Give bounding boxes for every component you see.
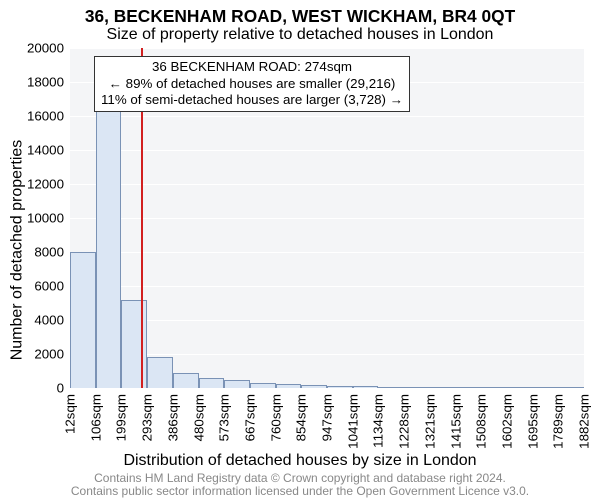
grid-line bbox=[70, 218, 584, 219]
y-tick-label: 8000 bbox=[34, 245, 70, 260]
y-tick-label: 14000 bbox=[27, 143, 70, 158]
histogram-bar bbox=[224, 380, 250, 388]
y-axis-label: Number of detached properties bbox=[8, 0, 26, 500]
annotation-callout: 36 BECKENHAM ROAD: 274sqm← 89% of detach… bbox=[94, 56, 410, 112]
x-tick-label: 1041sqm bbox=[345, 388, 360, 449]
grid-line bbox=[70, 184, 584, 185]
x-tick-label: 293sqm bbox=[140, 388, 155, 441]
x-tick-label: 573sqm bbox=[217, 388, 232, 441]
x-tick-label: 12sqm bbox=[63, 388, 78, 434]
x-tick-label: 1602sqm bbox=[500, 388, 515, 449]
grid-line bbox=[70, 116, 584, 117]
annotation-line: 36 BECKENHAM ROAD: 274sqm bbox=[101, 59, 403, 76]
x-tick-label: 1415sqm bbox=[448, 388, 463, 449]
x-tick-label: 1228sqm bbox=[397, 388, 412, 449]
footnote-2-text: Contains public sector information licen… bbox=[71, 484, 529, 498]
histogram-bar bbox=[96, 99, 122, 388]
y-tick-label: 4000 bbox=[34, 313, 70, 328]
x-tick-label: 1508sqm bbox=[474, 388, 489, 449]
x-tick-label: 480sqm bbox=[191, 388, 206, 441]
histogram-bar bbox=[173, 373, 199, 388]
annotation-line: 11% of semi-detached houses are larger (… bbox=[101, 92, 403, 109]
histogram-bar bbox=[199, 378, 225, 388]
chart-title-text: 36, BECKENHAM ROAD, WEST WICKHAM, BR4 0Q… bbox=[85, 6, 515, 26]
x-tick-label: 760sqm bbox=[268, 388, 283, 441]
y-tick-label: 2000 bbox=[34, 347, 70, 362]
footnote-line-2: Contains public sector information licen… bbox=[0, 484, 600, 498]
x-tick-label: 1134sqm bbox=[371, 388, 386, 448]
footnote-1-text: Contains HM Land Registry data © Crown c… bbox=[94, 471, 506, 485]
chart-subtitle-text: Size of property relative to detached ho… bbox=[107, 26, 494, 43]
footnote-line-1: Contains HM Land Registry data © Crown c… bbox=[0, 471, 600, 485]
histogram-bar bbox=[147, 357, 173, 388]
y-tick-label: 20000 bbox=[27, 41, 70, 56]
x-tick-label: 854sqm bbox=[294, 388, 309, 441]
y-tick-label: 10000 bbox=[27, 211, 70, 226]
x-tick-label: 1321sqm bbox=[422, 388, 437, 449]
y-tick-label: 6000 bbox=[34, 279, 70, 294]
x-tick-label: 1695sqm bbox=[525, 388, 540, 449]
x-tick-label: 1789sqm bbox=[551, 388, 566, 449]
y-axis-label-text: Number of detached properties bbox=[8, 140, 26, 361]
chart-subtitle: Size of property relative to detached ho… bbox=[0, 26, 600, 44]
y-tick-label: 16000 bbox=[27, 109, 70, 124]
histogram-bar bbox=[70, 252, 96, 388]
x-axis-label-text: Distribution of detached houses by size … bbox=[123, 452, 476, 469]
histogram-bar bbox=[121, 300, 147, 388]
x-tick-label: 199sqm bbox=[114, 388, 129, 441]
x-tick-label: 1882sqm bbox=[577, 388, 592, 449]
grid-line bbox=[70, 286, 584, 287]
chart-container: 36, BECKENHAM ROAD, WEST WICKHAM, BR4 0Q… bbox=[0, 0, 600, 500]
x-tick-label: 947sqm bbox=[320, 388, 335, 441]
x-axis-label: Distribution of detached houses by size … bbox=[0, 452, 600, 470]
grid-line bbox=[70, 48, 584, 49]
x-tick-label: 386sqm bbox=[165, 388, 180, 441]
grid-line bbox=[70, 150, 584, 151]
grid-line bbox=[70, 252, 584, 253]
chart-title: 36, BECKENHAM ROAD, WEST WICKHAM, BR4 0Q… bbox=[0, 6, 600, 27]
x-tick-label: 667sqm bbox=[243, 388, 258, 441]
annotation-line: ← 89% of detached houses are smaller (29… bbox=[101, 76, 403, 93]
x-tick-label: 106sqm bbox=[88, 388, 103, 441]
y-tick-label: 18000 bbox=[27, 75, 70, 90]
y-tick-label: 12000 bbox=[27, 177, 70, 192]
